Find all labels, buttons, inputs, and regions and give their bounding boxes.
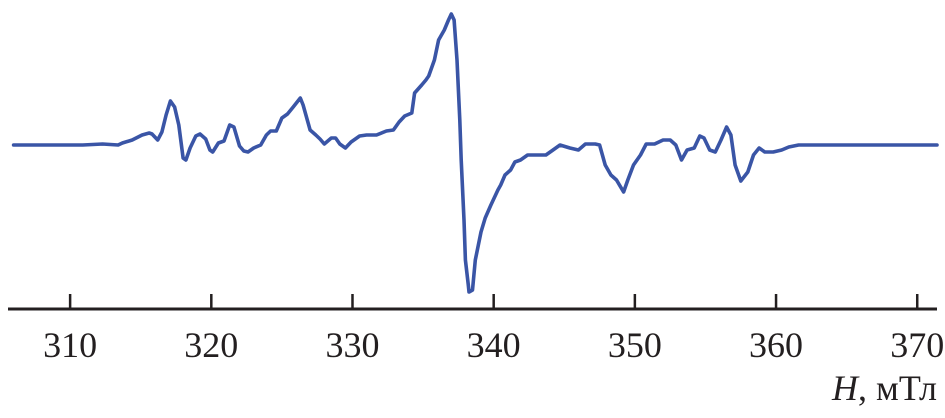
x-axis-symbol: H: [831, 368, 860, 408]
x-tick-label-320: 320: [184, 325, 238, 365]
x-tick-label-340: 340: [467, 325, 521, 365]
spectrum-line: [11, 12, 939, 294]
x-tick-label-370: 370: [890, 325, 944, 365]
x-axis-unit: , мТл: [858, 368, 937, 408]
x-tick-label-330: 330: [325, 325, 379, 365]
x-axis-title: H, мТл: [831, 368, 937, 408]
x-tick-labels: 310 320 330 340 350 360 370: [43, 325, 944, 365]
x-tick-label-350: 350: [608, 325, 662, 365]
x-tick-label-360: 360: [749, 325, 803, 365]
x-tick-label-310: 310: [43, 325, 97, 365]
x-axis-ticks: [68, 294, 919, 309]
